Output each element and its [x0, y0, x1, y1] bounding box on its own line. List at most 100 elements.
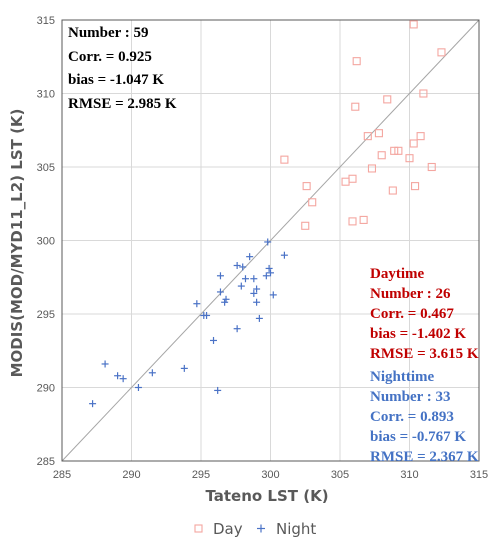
overall-stats: Number : 59 Corr. = 0.925 bias = -1.047 …	[68, 25, 177, 112]
day-point	[409, 20, 418, 29]
night-point	[214, 386, 222, 394]
y-axis-title: MODIS(MOD/MYD11_L2) LST (K)	[8, 109, 26, 378]
x-tick-label: 300	[261, 469, 279, 481]
day-point	[409, 139, 418, 148]
night-point	[216, 272, 224, 280]
day-point	[419, 89, 428, 98]
night-point	[264, 238, 272, 246]
one-to-one-reference-line	[61, 19, 480, 462]
legend-night-marker	[257, 524, 265, 533]
daytime-stats: Daytime Number : 26 Corr. = 0.467 bias =…	[370, 266, 479, 362]
y-tick-label: 290	[37, 383, 55, 395]
night-point	[193, 300, 201, 308]
x-axis-tick-labels: 285 290 295 300 305 310 315	[53, 469, 488, 481]
night-stats-title: Nighttime	[370, 369, 434, 385]
y-tick-label: 315	[37, 15, 55, 27]
night-point	[233, 325, 241, 333]
night-point	[233, 261, 241, 269]
night-bias: bias = -0.767 K	[370, 429, 466, 445]
day-point	[301, 221, 310, 230]
x-tick-label: 295	[192, 469, 210, 481]
plot-area-frame	[61, 19, 480, 462]
night-point	[148, 369, 156, 377]
day-point	[437, 48, 446, 57]
night-rmse: RMSE = 2.367 K	[370, 449, 479, 465]
x-axis-title: Tateno LST (K)	[205, 487, 328, 505]
day-number: Number : 26	[370, 286, 451, 302]
legend: Day Night	[194, 520, 316, 538]
night-point	[262, 272, 270, 280]
day-point	[308, 198, 317, 207]
y-tick-label: 295	[37, 309, 55, 321]
night-number: Number : 33	[370, 389, 451, 405]
night-point	[250, 289, 258, 297]
day-point	[390, 146, 399, 155]
night-point	[265, 264, 273, 272]
day-point	[383, 95, 392, 104]
day-bias: bias = -1.402 K	[370, 326, 466, 342]
night-point	[101, 360, 109, 368]
legend-day-label: Day	[213, 520, 243, 538]
legend-day-marker	[194, 524, 203, 533]
night-point	[246, 253, 254, 261]
legend-night-label: Night	[276, 520, 316, 538]
night-point	[267, 269, 274, 277]
y-tick-label: 300	[37, 236, 55, 248]
day-point	[405, 154, 414, 163]
night-point	[253, 285, 261, 293]
day-point	[341, 177, 350, 186]
day-point	[388, 186, 397, 195]
night-corr: Corr. = 0.893	[370, 409, 454, 425]
day-point	[374, 129, 383, 138]
overall-bias: bias = -1.047 K	[68, 72, 164, 88]
day-rmse: RMSE = 3.615 K	[370, 346, 479, 362]
nighttime-stats: Nighttime Number : 33 Corr. = 0.893 bias…	[370, 369, 479, 465]
x-tick-label: 290	[122, 469, 140, 481]
y-axis-tick-labels: 285 290 295 300 305 310 315	[37, 15, 55, 468]
night-point	[180, 364, 188, 372]
day-point	[302, 182, 311, 191]
y-tick-label: 305	[37, 162, 55, 174]
day-point	[377, 151, 386, 160]
day-point	[394, 146, 403, 155]
day-point	[411, 182, 420, 191]
night-point	[269, 291, 277, 299]
night-point	[134, 384, 142, 391]
night-series	[89, 238, 288, 408]
night-point	[221, 298, 229, 306]
night-point	[203, 311, 211, 319]
night-point	[241, 275, 249, 283]
y-tick-label: 285	[37, 456, 55, 468]
x-tick-label: 285	[53, 469, 71, 481]
day-point	[359, 215, 368, 224]
day-point	[427, 162, 436, 172]
night-point	[222, 295, 230, 303]
day-point	[367, 164, 377, 173]
day-point	[280, 155, 289, 164]
night-point	[216, 288, 224, 296]
day-point	[351, 102, 360, 111]
day-point	[348, 217, 357, 226]
overall-number: Number : 59	[68, 25, 149, 41]
overall-rmse: RMSE = 2.985 K	[68, 96, 177, 112]
night-point	[210, 336, 218, 344]
night-point	[119, 375, 127, 383]
x-tick-label: 310	[400, 469, 418, 481]
overall-corr: Corr. = 0.925	[68, 49, 152, 65]
x-tick-label: 305	[331, 469, 349, 481]
night-point	[280, 251, 288, 259]
night-point	[253, 298, 261, 306]
night-point	[114, 372, 122, 380]
day-stats-title: Daytime	[370, 266, 424, 282]
day-point	[416, 132, 425, 141]
night-point	[239, 263, 247, 271]
y-tick-label: 310	[37, 89, 55, 101]
x-tick-label: 315	[470, 469, 488, 481]
night-point	[255, 314, 263, 322]
day-point	[363, 132, 372, 141]
day-point	[352, 57, 361, 66]
night-point	[89, 400, 97, 408]
day-corr: Corr. = 0.467	[370, 306, 454, 322]
night-point	[237, 282, 245, 290]
